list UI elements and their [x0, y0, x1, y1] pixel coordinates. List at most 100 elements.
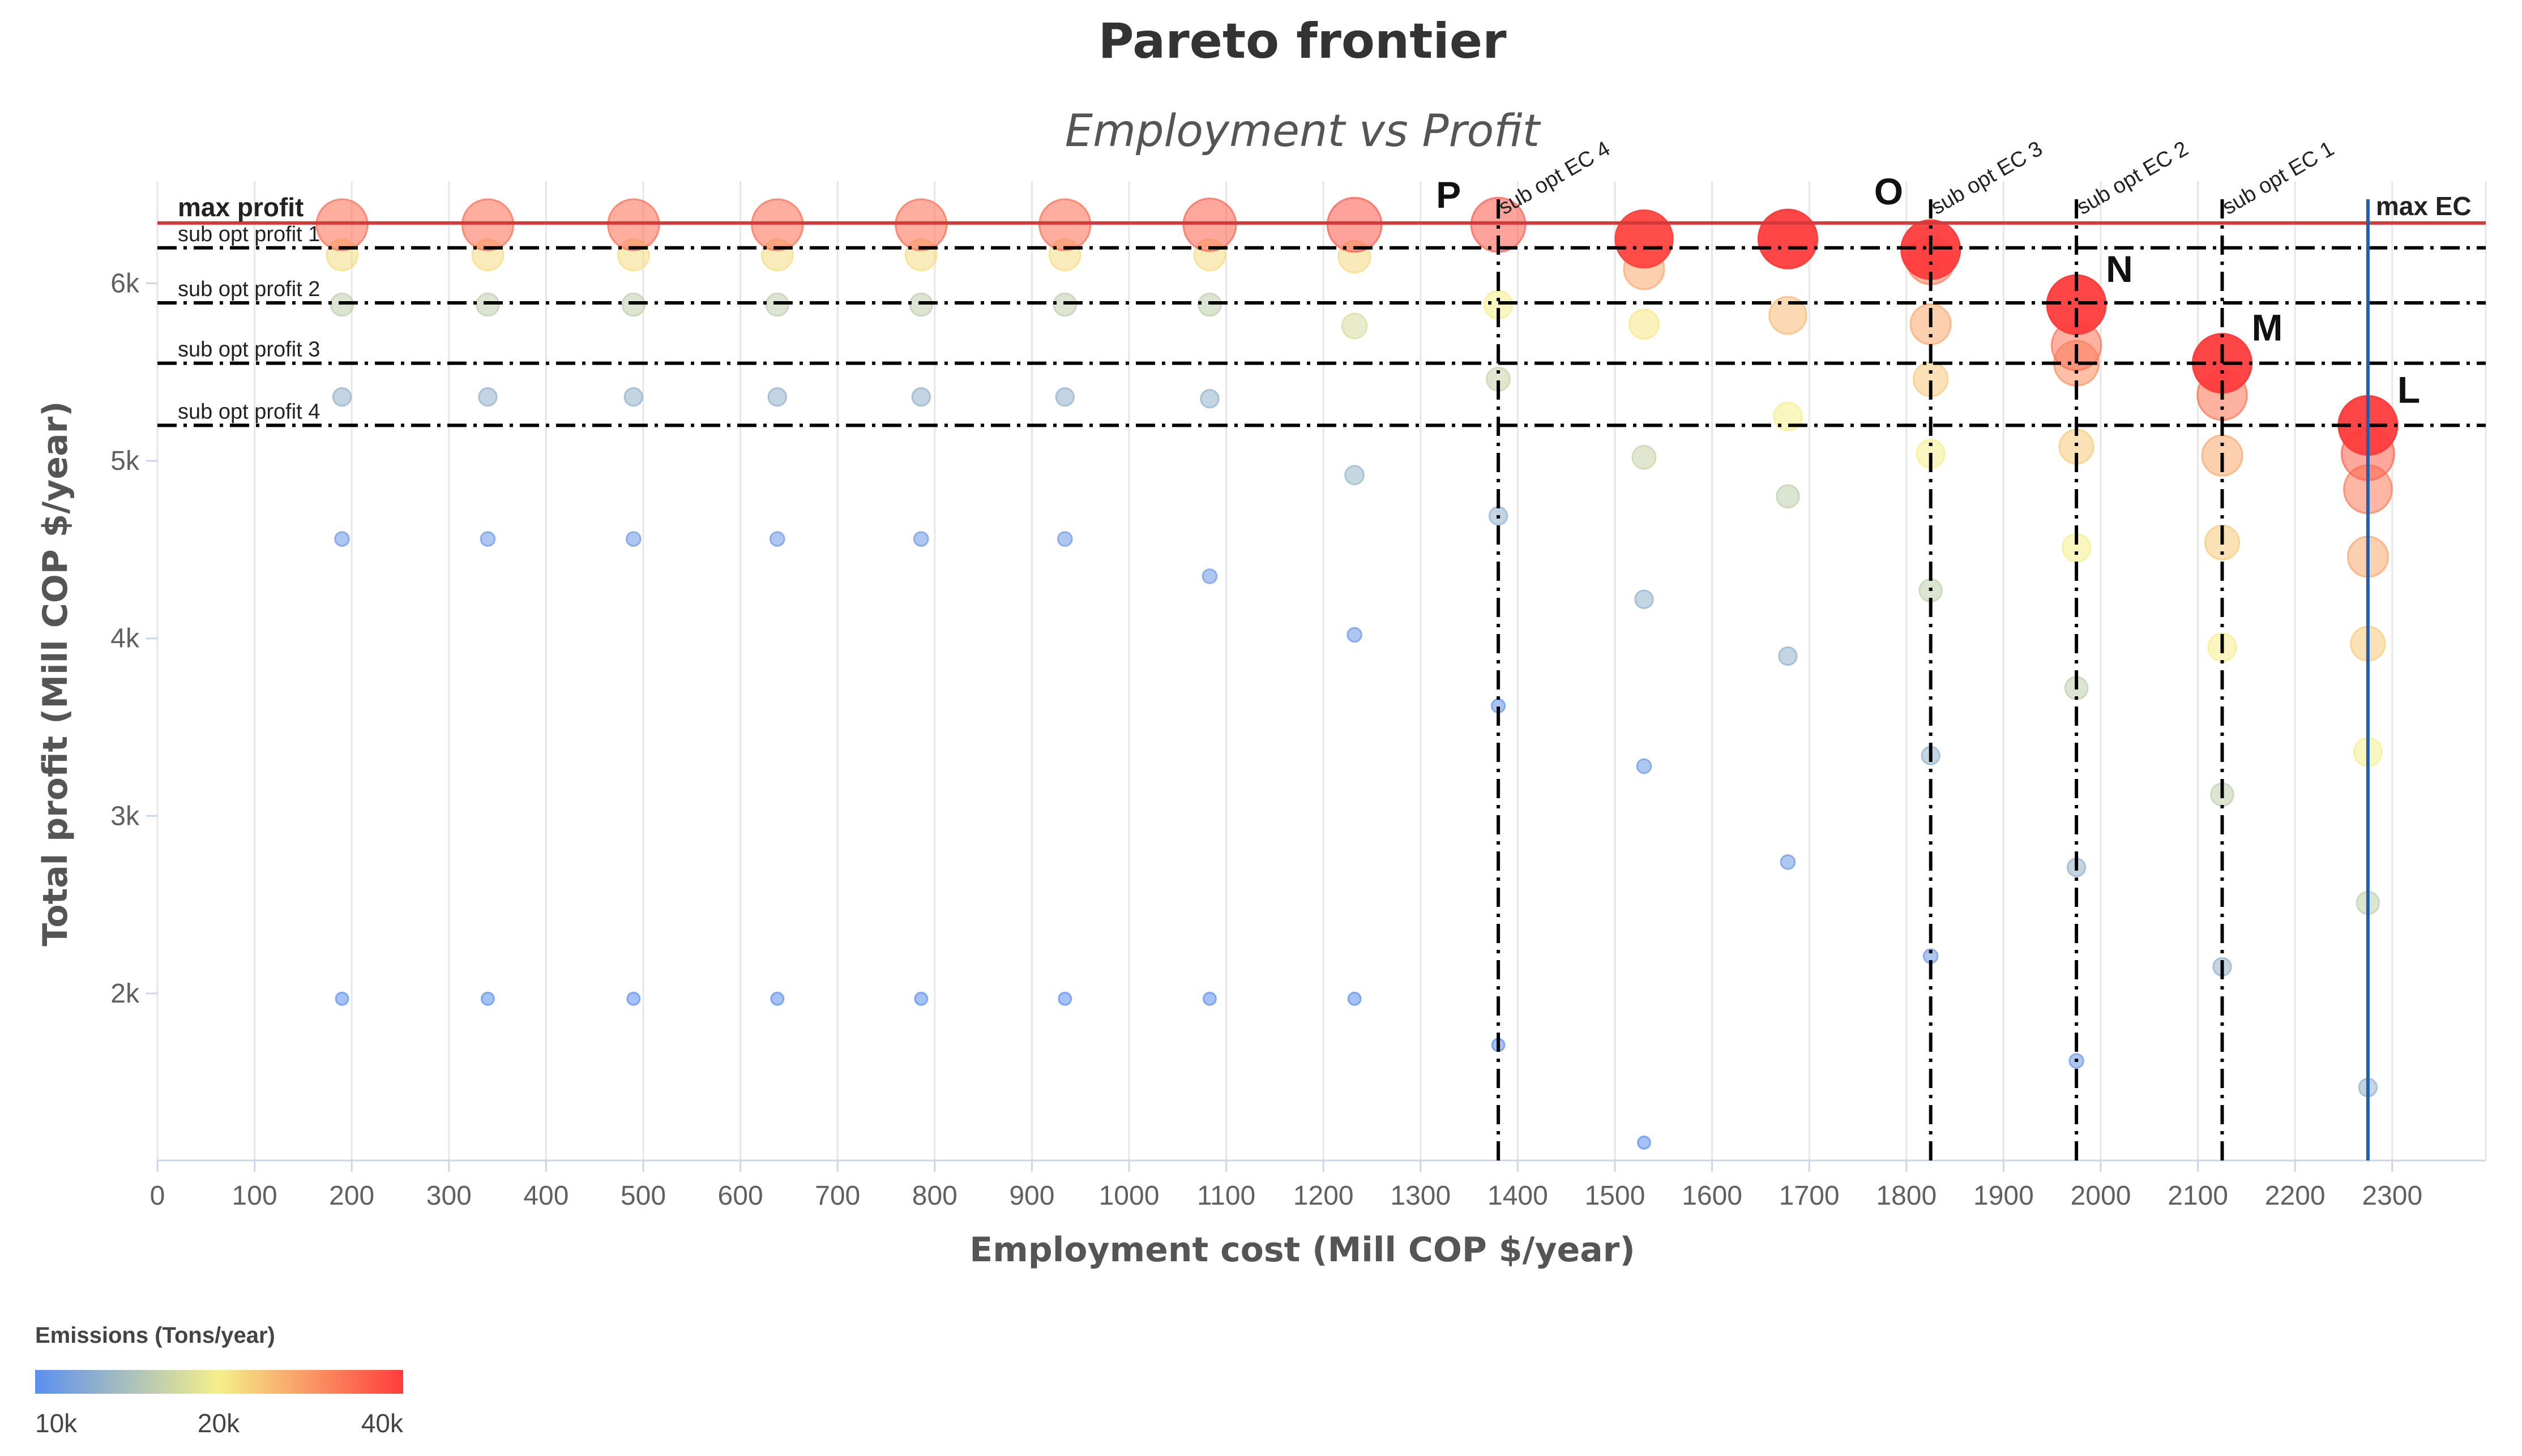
- data-point: [1773, 401, 1803, 431]
- point-annotation: M: [2252, 307, 2283, 349]
- data-point: [895, 198, 948, 251]
- data-point: [478, 387, 498, 407]
- data-points: [315, 196, 2399, 1150]
- horizontal-reference-label: sub opt profit 1: [178, 222, 320, 246]
- data-point: [1778, 646, 1798, 666]
- y-tick-label: 2k: [110, 979, 140, 1009]
- data-point: [911, 387, 931, 407]
- legend-title: Emissions (Tons/year): [35, 1323, 275, 1348]
- x-tick-label: 300: [426, 1181, 472, 1211]
- y-tick-label: 3k: [110, 801, 140, 831]
- point-annotations: P O N M L: [1436, 170, 2420, 410]
- data-point: [480, 991, 495, 1006]
- y-tick-label: 5k: [110, 446, 140, 476]
- x-tick-label: 1200: [1293, 1181, 1354, 1211]
- data-point: [770, 991, 785, 1006]
- data-point: [334, 531, 350, 547]
- x-axis-title: Employment cost (Mill COP $/year): [969, 1230, 1635, 1270]
- x-tick-label: 1500: [1585, 1181, 1645, 1211]
- x-tick-label: 2200: [2265, 1181, 2326, 1211]
- horizontal-reference-label: sub opt profit 2: [178, 277, 320, 301]
- data-point: [1614, 209, 1674, 269]
- legend-label-mid: 20k: [198, 1408, 240, 1438]
- x-tick-label: 500: [621, 1181, 666, 1211]
- data-point: [1628, 309, 1660, 340]
- legend-label-max: 40k: [361, 1408, 404, 1438]
- legend-label-min: 10k: [35, 1408, 78, 1438]
- data-point: [1757, 208, 1818, 269]
- x-tick-label: 700: [815, 1181, 860, 1211]
- x-tick-label: 2300: [2362, 1181, 2422, 1211]
- data-point: [1202, 568, 1218, 584]
- y-axis-title: Total profit (Mill COP $/year): [36, 401, 75, 946]
- data-point: [751, 198, 804, 251]
- data-point: [914, 991, 929, 1006]
- vertical-reference-label: sub opt EC 2: [2073, 137, 2192, 220]
- data-point: [909, 292, 934, 317]
- data-point: [476, 292, 500, 317]
- data-point: [1780, 854, 1796, 870]
- y-tick-label: 6k: [110, 269, 140, 299]
- data-point: [461, 198, 515, 251]
- x-tick-label: 100: [232, 1181, 277, 1211]
- x-tick-label: 0: [150, 1181, 165, 1211]
- x-tick-label: 1800: [1876, 1181, 1937, 1211]
- x-tick-label: 1100: [1197, 1181, 1255, 1211]
- x-tick-label: 1400: [1487, 1181, 1548, 1211]
- data-point: [1634, 589, 1654, 609]
- y-tick-label: 4k: [110, 624, 140, 654]
- data-point: [335, 991, 349, 1006]
- data-point: [1200, 389, 1220, 409]
- x-tick-label: 600: [718, 1181, 763, 1211]
- data-point: [765, 292, 790, 317]
- data-point: [480, 531, 496, 547]
- x-tick-label: 1900: [1973, 1181, 2034, 1211]
- gridlines: [156, 181, 2487, 1160]
- data-point: [1058, 991, 1072, 1006]
- chart-title: Pareto frontier: [1098, 13, 1507, 70]
- data-point: [1768, 296, 1807, 335]
- horizontal-reference-label: sub opt profit 4: [178, 400, 320, 423]
- data-point: [1053, 292, 1078, 317]
- data-point: [1057, 531, 1073, 547]
- color-legend: Emissions (Tons/year) 10k 20k 40k: [35, 1323, 404, 1438]
- x-tick-label: 2100: [2168, 1181, 2228, 1211]
- data-point: [1038, 198, 1092, 251]
- data-point: [913, 531, 929, 547]
- data-point: [767, 387, 788, 407]
- data-point: [607, 198, 660, 251]
- data-point: [1182, 197, 1237, 252]
- data-point: [626, 991, 641, 1006]
- horizontal-reference-label: max profit: [178, 192, 304, 222]
- x-tick-label: 900: [1009, 1181, 1054, 1211]
- x-tick-label: 400: [523, 1181, 568, 1211]
- data-point: [315, 198, 369, 251]
- data-point: [1202, 991, 1217, 1006]
- data-point: [1776, 484, 1800, 509]
- data-point: [621, 292, 646, 317]
- data-point: [769, 531, 785, 547]
- data-point: [1055, 387, 1075, 407]
- data-point: [1636, 758, 1652, 774]
- data-point: [625, 531, 642, 547]
- data-point: [330, 292, 354, 317]
- x-tick-label: 200: [329, 1181, 374, 1211]
- x-tick-label: 800: [912, 1181, 957, 1211]
- data-point: [1341, 312, 1368, 340]
- vertical-reference-label: sub opt EC 3: [1927, 137, 2046, 220]
- vertical-reference-label: sub opt EC 1: [2218, 137, 2338, 220]
- point-annotation: L: [2397, 369, 2420, 410]
- vertical-reference-label: max EC: [2376, 191, 2472, 221]
- legend-color-bar: [35, 1370, 403, 1394]
- data-point: [1347, 991, 1362, 1006]
- data-point: [332, 387, 352, 407]
- data-point: [1344, 465, 1365, 486]
- axes: 0 100 200 300 400 500 600 700 800 900 1000 1100 1200…: [110, 269, 2486, 1211]
- point-annotation: P: [1436, 174, 1461, 216]
- data-point: [1631, 444, 1657, 470]
- data-point: [1326, 196, 1383, 253]
- data-point: [1636, 1135, 1651, 1150]
- data-point: [1347, 627, 1362, 643]
